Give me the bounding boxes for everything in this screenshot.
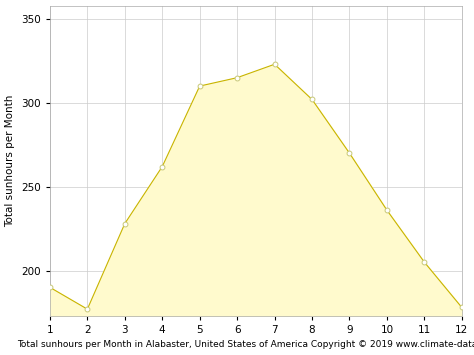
Y-axis label: Total sunhours per Month: Total sunhours per Month — [6, 94, 16, 227]
X-axis label: Total sunhours per Month in Alabaster, United States of America Copyright © 2019: Total sunhours per Month in Alabaster, U… — [17, 340, 474, 349]
